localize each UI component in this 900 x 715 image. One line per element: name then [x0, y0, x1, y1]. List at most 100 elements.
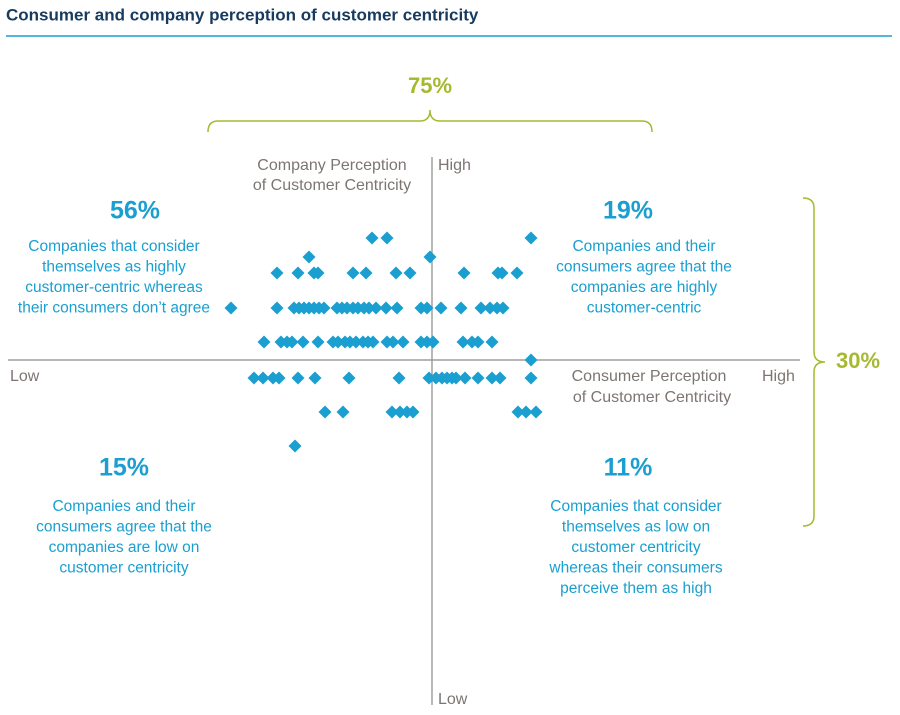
data-point [272, 371, 286, 385]
quadrant-share: 15% [99, 454, 149, 482]
data-point [349, 335, 363, 349]
data-point [471, 371, 485, 385]
quadrant-description: whereas their consumers [548, 560, 722, 577]
quadrant-description: themselves as highly [42, 259, 186, 276]
bracket-label: 30% [836, 348, 880, 373]
bracket-right [802, 197, 826, 527]
data-point [423, 250, 437, 264]
data-point [485, 371, 499, 385]
data-point [393, 405, 407, 419]
quadrant-description: perceive them as high [560, 580, 712, 597]
y-axis-label: of Customer Centricity [253, 177, 411, 194]
data-point [317, 301, 331, 315]
data-point [426, 335, 440, 349]
quadrant-share: 19% [603, 197, 653, 225]
chart-title: Consumer and company perception of custo… [6, 5, 479, 24]
bracket-label: 75% [408, 73, 452, 98]
quadrant-description: Companies that consider [28, 238, 199, 255]
quadrant-description: themselves as low on [562, 519, 710, 536]
data-point [519, 405, 533, 419]
data-point [406, 405, 420, 419]
data-point [471, 335, 485, 349]
quadrant-share: 56% [110, 197, 160, 225]
data-point [331, 335, 345, 349]
quadrant-description: companies are highly [571, 279, 718, 296]
quadrant-description: companies are low on [49, 539, 200, 556]
bracket-top [207, 109, 653, 133]
data-point [346, 266, 360, 280]
data-point [458, 371, 472, 385]
y-axis-high: High [438, 157, 471, 174]
data-point [366, 335, 380, 349]
data-point [385, 405, 399, 419]
data-point [529, 405, 543, 419]
data-point [474, 301, 488, 315]
quadrant-description: customer-centric [587, 300, 702, 317]
data-point [456, 335, 470, 349]
quadrant-description: customer centricity [571, 539, 700, 556]
data-point [336, 405, 350, 419]
quadrant-description: customer-centric whereas [25, 279, 203, 296]
data-point [403, 266, 417, 280]
y-axis-low: Low [438, 691, 468, 708]
y-axis-label: Company Perception [257, 157, 406, 174]
data-point [365, 231, 379, 245]
quadrant-description: Companies and their [52, 498, 195, 515]
data-point [270, 301, 284, 315]
data-point [493, 371, 507, 385]
data-point [342, 371, 356, 385]
data-point [485, 335, 499, 349]
data-point [224, 301, 238, 315]
data-point [386, 335, 400, 349]
data-point [524, 231, 538, 245]
data-point [510, 266, 524, 280]
data-point [396, 335, 410, 349]
data-point [296, 335, 310, 349]
quadrant-share: 11% [604, 454, 653, 482]
data-point [379, 301, 393, 315]
data-point [369, 301, 383, 315]
data-point [311, 335, 325, 349]
data-point [247, 371, 261, 385]
data-point [362, 301, 376, 315]
data-point [524, 353, 538, 367]
quadrant-description: Companies and their [572, 238, 715, 255]
data-point [449, 371, 463, 385]
data-point [270, 266, 284, 280]
data-point [288, 439, 302, 453]
data-point [420, 301, 434, 315]
quadrant-description: consumers agree that the [556, 259, 732, 276]
quadrant-description: Companies that consider [550, 498, 721, 515]
data-point [454, 301, 468, 315]
x-axis-high: High [762, 368, 795, 385]
data-point [291, 266, 305, 280]
data-point [308, 371, 322, 385]
data-point [291, 371, 305, 385]
data-point [359, 266, 373, 280]
data-point [457, 266, 471, 280]
quadrant-description: consumers agree that the [36, 519, 212, 536]
data-point [318, 405, 332, 419]
x-axis-label: of Customer Centricity [573, 389, 731, 406]
data-point [495, 266, 509, 280]
data-point [511, 405, 525, 419]
data-point [311, 266, 325, 280]
data-point [389, 266, 403, 280]
x-axis-low: Low [10, 368, 40, 385]
data-point [524, 371, 538, 385]
data-point [434, 301, 448, 315]
quadrant-description: their consumers don’t agree [18, 300, 210, 317]
data-point [496, 301, 510, 315]
data-point [422, 371, 436, 385]
data-point [257, 335, 271, 349]
data-point [390, 301, 404, 315]
data-point [380, 231, 394, 245]
data-point [483, 301, 497, 315]
quadrant-description: customer centricity [59, 560, 188, 577]
data-point [256, 371, 270, 385]
x-axis-label: Consumer Perception [572, 368, 727, 385]
data-point [302, 250, 316, 264]
data-point [392, 371, 406, 385]
data-point [285, 335, 299, 349]
